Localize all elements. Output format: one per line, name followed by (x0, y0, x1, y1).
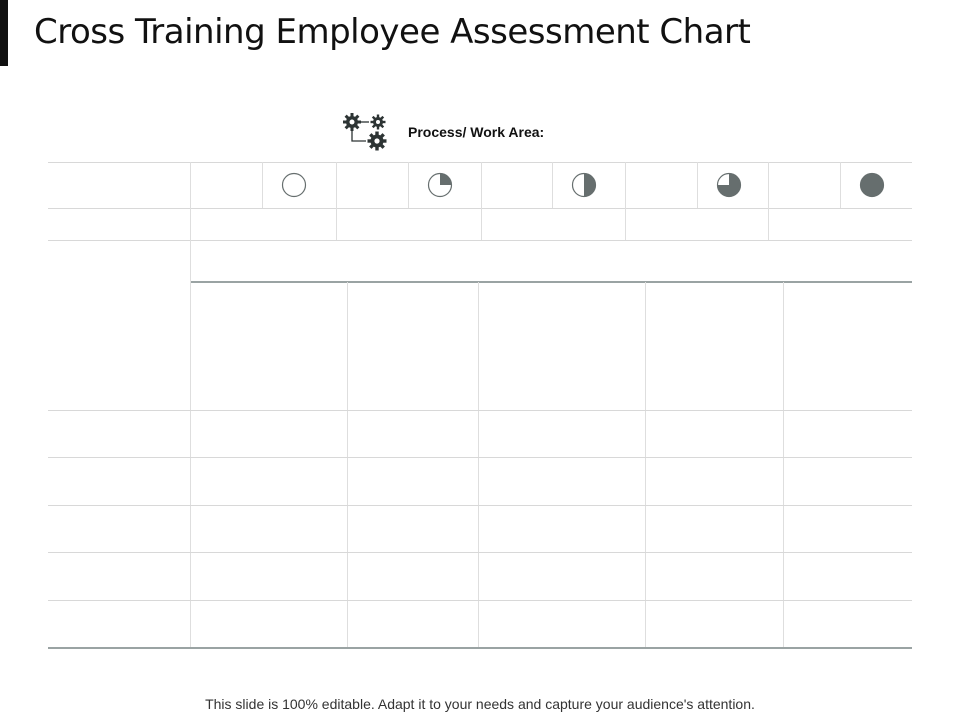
page-title: Cross Training Employee Assessment Chart (34, 12, 751, 52)
row-divider (48, 208, 912, 209)
column-divider (190, 162, 191, 240)
skill-level-pie-icon (571, 172, 597, 198)
column-divider (336, 162, 337, 240)
column-divider (262, 162, 263, 208)
row-divider (48, 552, 912, 553)
column-divider (478, 282, 479, 362)
column-divider (783, 282, 784, 362)
row-divider (190, 281, 912, 283)
column-divider (408, 162, 409, 208)
row-divider (48, 647, 912, 649)
column-divider (190, 240, 191, 362)
gears-icon (343, 113, 387, 151)
column-divider (481, 162, 482, 240)
skill-level-pie-icon (427, 172, 453, 198)
column-divider (625, 162, 626, 240)
row-divider (48, 240, 912, 241)
column-divider (768, 162, 769, 240)
row-divider (48, 457, 912, 458)
row-divider (48, 505, 912, 506)
row-divider (48, 162, 912, 163)
footer-note: This slide is 100% editable. Adapt it to… (205, 696, 755, 712)
skill-level-pie-icon (281, 172, 307, 198)
column-divider (645, 282, 646, 362)
row-divider (48, 600, 912, 601)
skill-level-pie-icon (716, 172, 742, 198)
skill-level-pie-icon (859, 172, 885, 198)
column-divider (697, 162, 698, 208)
column-divider (840, 162, 841, 208)
title-accent-bar (0, 0, 8, 66)
process-work-area: Process/ Work Area: (340, 110, 600, 155)
column-divider (347, 282, 348, 362)
row-divider (48, 410, 912, 411)
process-work-area-label: Process/ Work Area: (408, 124, 545, 140)
column-divider (552, 162, 553, 208)
